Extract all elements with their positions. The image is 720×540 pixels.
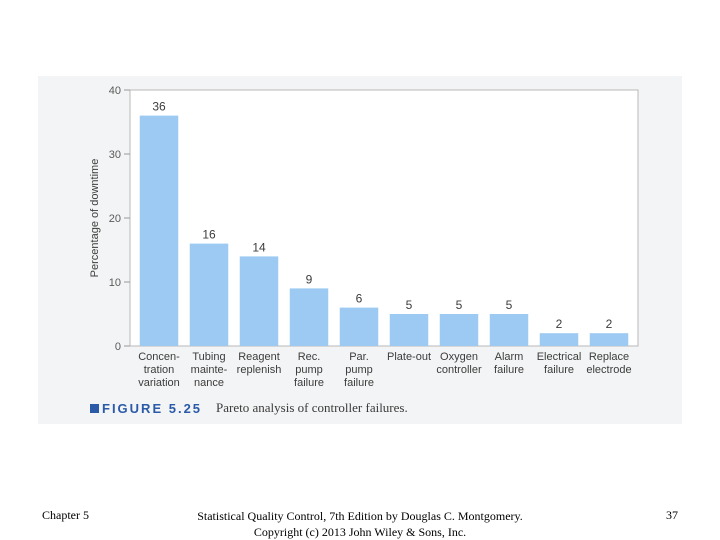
bar bbox=[389, 314, 429, 346]
footer-chapter: Chapter 5 bbox=[42, 508, 89, 522]
bar-value-label: 5 bbox=[456, 298, 463, 312]
bar-value-label: 2 bbox=[606, 317, 613, 331]
figure-number: FIGURE 5.25 bbox=[102, 400, 203, 416]
bar-value-label: 14 bbox=[252, 240, 266, 254]
pareto-chart: 0 10 20 30 40 36 16 14 9 6 5 5 5 2 2 Concen-tration va… bbox=[89, 85, 639, 389]
bar bbox=[339, 307, 379, 346]
y-axis-title: Percentage of downtime bbox=[89, 159, 101, 278]
bar-value-label: 5 bbox=[406, 298, 413, 312]
y-tick-label: 40 bbox=[109, 85, 121, 97]
bar bbox=[539, 333, 579, 346]
category-label: Par. pump failure bbox=[344, 351, 374, 389]
bar-value-label: 16 bbox=[202, 228, 216, 242]
bar-value-label: 2 bbox=[556, 317, 563, 331]
category-label: Rec. pump failure bbox=[294, 351, 324, 389]
bar-value-label: 36 bbox=[152, 100, 166, 114]
bar-value-label: 5 bbox=[506, 298, 513, 312]
footer-citation: Statistical Quality Control, 7th Edition… bbox=[150, 508, 570, 540]
caption-text: Pareto analysis of controller failures. bbox=[216, 400, 408, 415]
bar bbox=[289, 288, 329, 346]
category-label: Plate-out bbox=[387, 351, 431, 363]
category-label: Alarm failure bbox=[494, 351, 524, 376]
bar-value-label: 9 bbox=[306, 272, 313, 286]
y-tick-label: 30 bbox=[109, 149, 121, 161]
y-tick-label: 10 bbox=[109, 277, 121, 289]
category-label: Reagent replenish bbox=[237, 351, 282, 376]
bar bbox=[589, 333, 629, 346]
footer-page-number: 37 bbox=[666, 508, 678, 522]
bar bbox=[139, 115, 179, 346]
bar bbox=[489, 314, 529, 346]
figure-caption: FIGURE 5.25 Pareto analysis of controlle… bbox=[90, 399, 408, 417]
category-label: Tubing mainte-nance bbox=[191, 351, 228, 389]
y-tick-label: 20 bbox=[109, 213, 121, 225]
caption-marker-icon bbox=[90, 403, 99, 413]
category-label: Replace electrode bbox=[586, 351, 631, 376]
bar bbox=[439, 314, 479, 346]
bar bbox=[189, 243, 229, 346]
footer-citation-line-1: Statistical Quality Control, 7th Edition… bbox=[197, 509, 523, 523]
category-label: Concen-tration variation bbox=[138, 351, 180, 389]
category-label: Electrical failure bbox=[537, 351, 582, 376]
footer-citation-line-2: Copyright (c) 2013 John Wiley & Sons, In… bbox=[253, 525, 467, 539]
bar-value-label: 6 bbox=[356, 292, 363, 306]
bar bbox=[239, 256, 279, 346]
category-label: Oxygen controller bbox=[436, 351, 482, 376]
y-tick-label: 0 bbox=[115, 341, 121, 353]
